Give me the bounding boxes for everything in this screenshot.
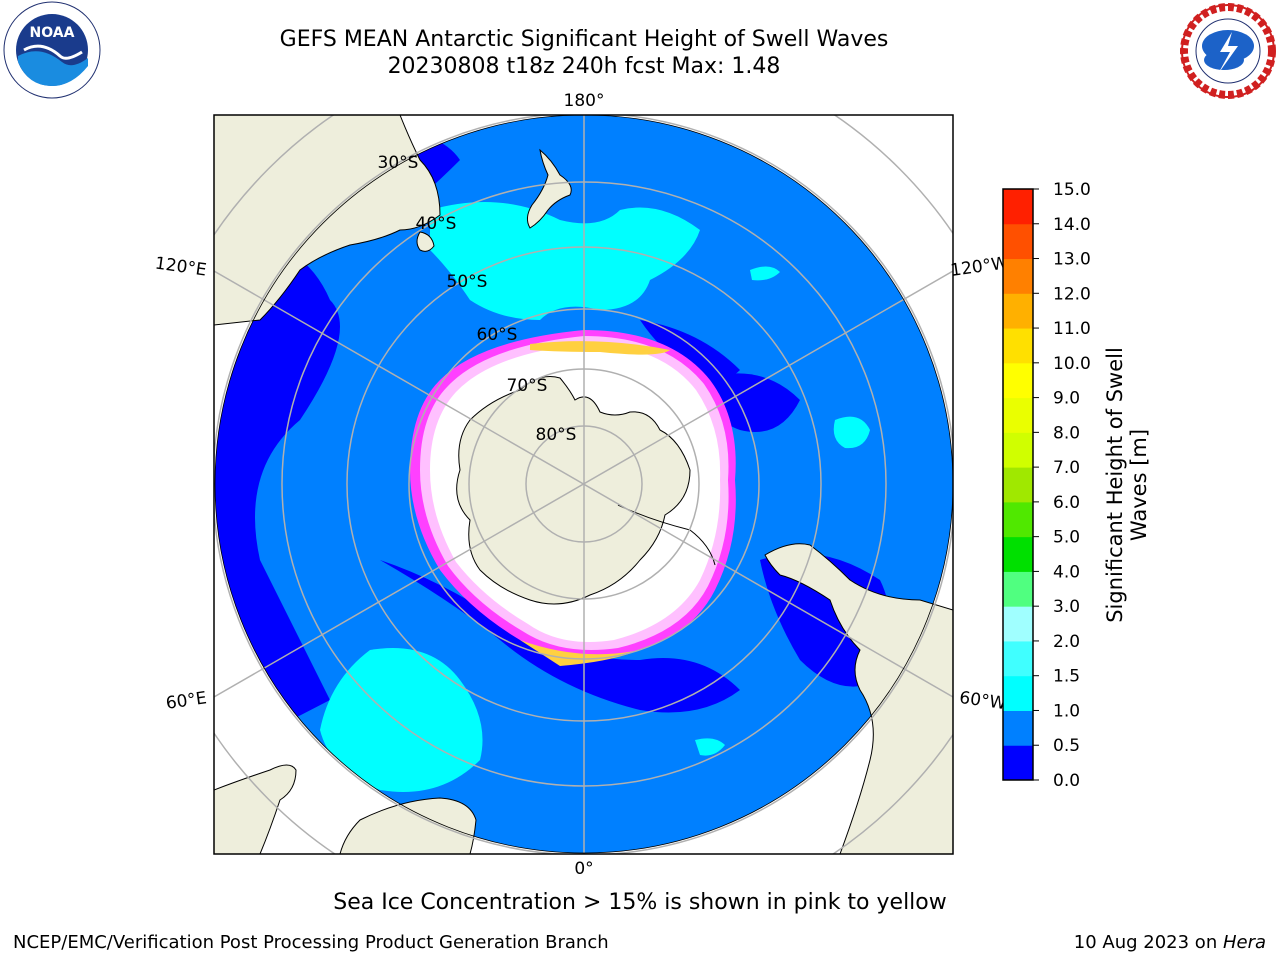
colorbar-tick-label: 3.0 — [1053, 597, 1080, 617]
low-swell-region — [380, 560, 740, 713]
colorbar-segment — [1003, 606, 1033, 642]
chart-title-line1: GEFS MEAN Antarctic Significant Height o… — [279, 27, 889, 52]
south-america-landmass — [764, 543, 953, 854]
map-frame — [213, 114, 954, 855]
colorbar-tick-label: 9.0 — [1053, 389, 1080, 409]
colorbar-segment — [1003, 745, 1033, 781]
sea-ice-high-conc — [530, 341, 670, 355]
swell-1-5m-region — [430, 202, 700, 320]
sea-ice-note: Sea Ice Concentration > 15% is shown in … — [333, 890, 947, 915]
footer-date: 10 Aug 2023 on Hera — [1074, 932, 1266, 953]
colorbar-label-line1: Significant Height of Swell — [1103, 347, 1127, 623]
colorbar-tick-label: 13.0 — [1053, 250, 1091, 270]
colorbar-frame — [1002, 188, 1034, 781]
lon-label-60e: 60°E — [165, 688, 208, 713]
colorbar-tick-label: 15.0 — [1053, 180, 1091, 200]
new-zealand-landmass — [526, 148, 572, 229]
colorbar-tick-label: 14.0 — [1053, 215, 1091, 235]
colorbar-segment — [1003, 571, 1033, 607]
colorbar-segment — [1003, 189, 1033, 225]
colorbar-tick-label: 0.0 — [1053, 771, 1080, 790]
colorbar-tick-label: 12.0 — [1053, 284, 1091, 304]
lat-label-50s: 50°S — [447, 272, 488, 292]
lat-label-40s: 40°S — [416, 214, 457, 234]
madagascar-landmass — [214, 764, 297, 854]
lat-label-30s: 30°S — [378, 153, 419, 173]
lon-label-180: 180° — [564, 91, 605, 111]
colorbar-segment — [1003, 293, 1033, 329]
noaa-logo-text: NOAA — [30, 25, 75, 41]
colorbar-segment — [1003, 710, 1033, 746]
low-swell-region — [215, 238, 340, 760]
lon-label-120e: 120°E — [154, 254, 208, 281]
colorbar-tick-label: 1.5 — [1053, 667, 1080, 687]
footer-date-text: 10 Aug 2023 on — [1073, 932, 1223, 953]
swell-1-5m-region — [750, 266, 780, 281]
swell-1-5m-region — [833, 416, 870, 449]
footer-credit: NCEP/EMC/Verification Post Processing Pr… — [13, 932, 609, 953]
lat-label-70s: 70°S — [507, 376, 548, 396]
lon-label-0: 0° — [574, 859, 593, 879]
colorbar-tick-label: 11.0 — [1053, 319, 1091, 339]
colorbar-tick-label: 5.0 — [1053, 528, 1080, 548]
colorbar-tick-label: 7.0 — [1053, 458, 1080, 478]
colorbar-tick-label: 4.0 — [1053, 562, 1080, 582]
lat-label-80s: 80°S — [536, 425, 577, 445]
colorbar-segment — [1003, 362, 1033, 399]
colorbar-segment — [1003, 223, 1033, 260]
swell-1-5m-region — [695, 738, 725, 756]
colorbar-segment — [1003, 432, 1033, 468]
colorbar-segment — [1003, 467, 1033, 503]
colorbar-segment — [1003, 328, 1033, 364]
colorbar-tick-label: 1.0 — [1053, 701, 1080, 721]
tasmania-landmass — [416, 231, 435, 252]
swell-1-5m-region — [320, 648, 483, 792]
colorbar-segment — [1003, 536, 1033, 572]
colorbar-segment — [1003, 675, 1033, 711]
chart-title-line2: 20230808 t18z 240h fcst Max: 1.48 — [387, 54, 781, 79]
colorbar-tick-label: 8.0 — [1053, 423, 1080, 443]
colorbar: 0.0 0.5 1.0 1.5 2.0 3.0 4.0 5.0 6.0 7.0 8.0 9.0 10.0… — [1002, 180, 1151, 790]
footer-machine-name: Hera — [1222, 932, 1266, 953]
lat-label-60s: 60°S — [477, 325, 518, 345]
sea-ice-high-conc — [520, 640, 640, 666]
colorbar-segment — [1003, 258, 1033, 294]
colorbar-segment — [1003, 397, 1033, 433]
colorbar-label-line2: Waves [m] — [1127, 429, 1151, 541]
low-swell-region — [640, 320, 740, 380]
noaa-logo: NOAA — [3, 1, 101, 99]
nws-logo — [1180, 3, 1276, 99]
africa-landmass — [339, 797, 477, 854]
colorbar-tick-label: 10.0 — [1053, 354, 1091, 374]
longitude-gridlines — [214, 115, 953, 854]
colorbar-segment — [1003, 501, 1033, 538]
colorbar-tick-label: 6.0 — [1053, 493, 1080, 513]
colorbar-segment — [1003, 640, 1033, 677]
colorbar-tick-label: 0.5 — [1053, 736, 1080, 756]
colorbar-tick-label: 2.0 — [1053, 632, 1080, 652]
